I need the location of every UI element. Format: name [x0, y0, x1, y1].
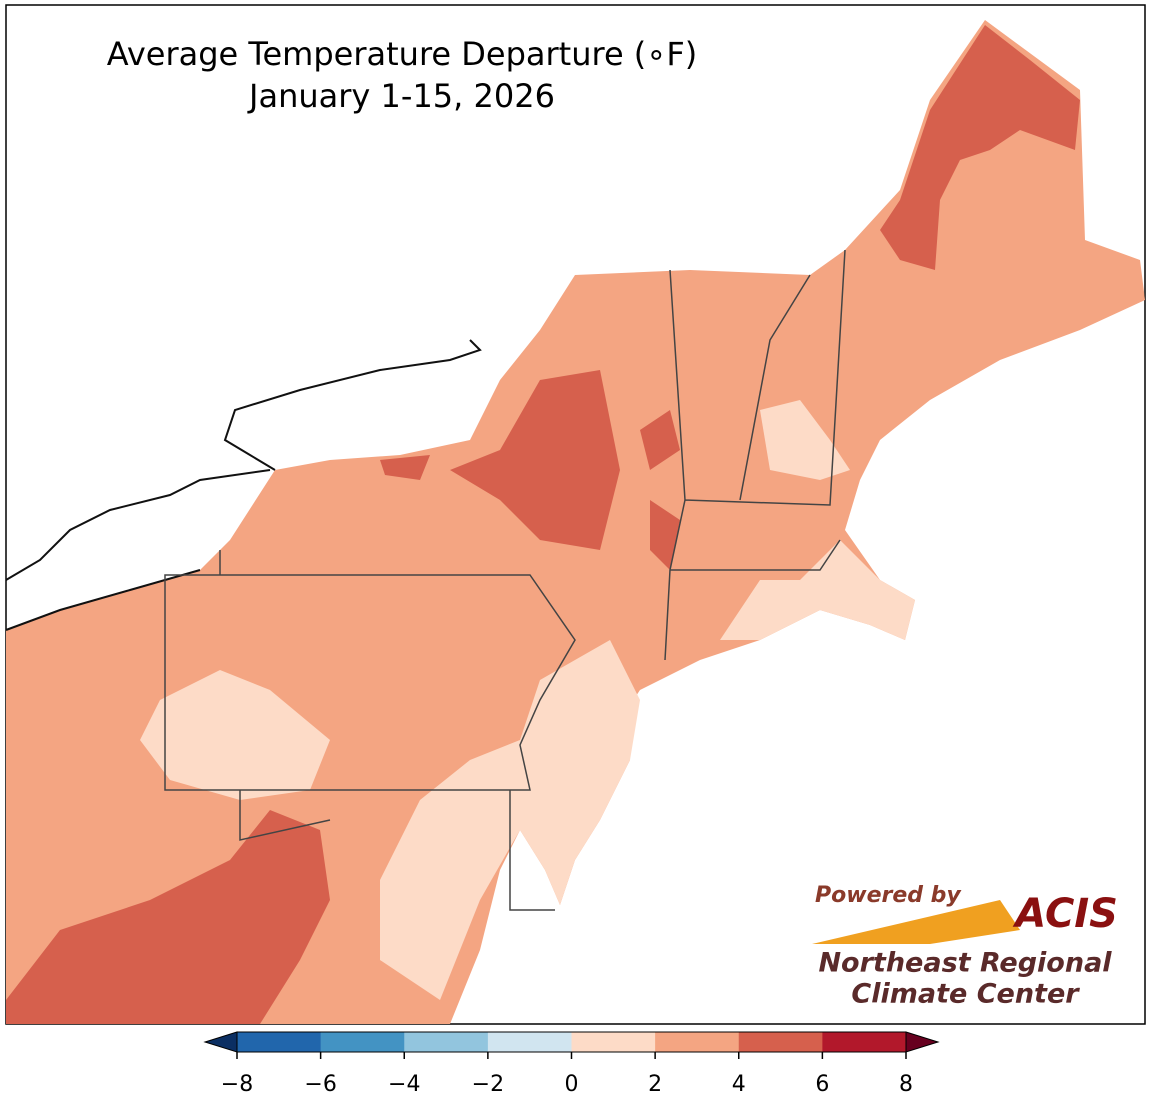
- logo: Powered by ACIS Northeast Regional Clima…: [812, 883, 1118, 1010]
- colorbar-tick-label: 2: [648, 1072, 662, 1097]
- warm-region: [880, 25, 1080, 270]
- colorbar-tick-label: −2: [472, 1072, 504, 1097]
- warm-region: [450, 370, 620, 550]
- colorbar-bin: [404, 1032, 489, 1052]
- lake-ontario-shore: [223, 339, 482, 471]
- colorbar-bin: [738, 1032, 823, 1052]
- warm-region: [380, 410, 680, 570]
- colorbar-extend-low: [203, 1031, 238, 1053]
- colorbar-tick-label: −4: [388, 1072, 420, 1097]
- state-border: [164, 249, 846, 911]
- colorbar-bin: [655, 1032, 740, 1052]
- colorbar-tick-label: 8: [899, 1072, 913, 1097]
- colorbar-bin: [822, 1032, 907, 1052]
- colorbar-tick-label: 0: [565, 1072, 579, 1097]
- colorbar-tick-label: 4: [732, 1072, 746, 1097]
- colorbar-tick-label: −6: [304, 1072, 336, 1097]
- logo-line: Climate Center: [851, 979, 1080, 1010]
- colorbar-tick-label: 6: [815, 1072, 829, 1097]
- colorbar-bin: [487, 1032, 572, 1052]
- colorbar-tick-label: −8: [221, 1072, 253, 1097]
- map-title: Average Temperature Departure (∘F): [107, 35, 697, 73]
- colorbar: −8 −6 −4 −2 0 2 4 6 8: [203, 1031, 940, 1097]
- colorbar-bin: [571, 1032, 656, 1052]
- map-subtitle: January 1-15, 2026: [247, 77, 555, 115]
- logo-swoosh: [812, 900, 1020, 944]
- map: [5, 4, 1146, 1025]
- warm-region: [6, 810, 330, 1024]
- colorbar-bin: [237, 1032, 322, 1052]
- colorbar-bin: [320, 1032, 405, 1052]
- cool-region: [140, 670, 330, 800]
- colorbar-extend-high: [905, 1031, 940, 1053]
- logo-line: Northeast Regional: [818, 948, 1112, 979]
- logo-name: ACIS: [1012, 891, 1118, 937]
- logo-powered: Powered by: [815, 883, 962, 908]
- cool-region: [720, 400, 915, 640]
